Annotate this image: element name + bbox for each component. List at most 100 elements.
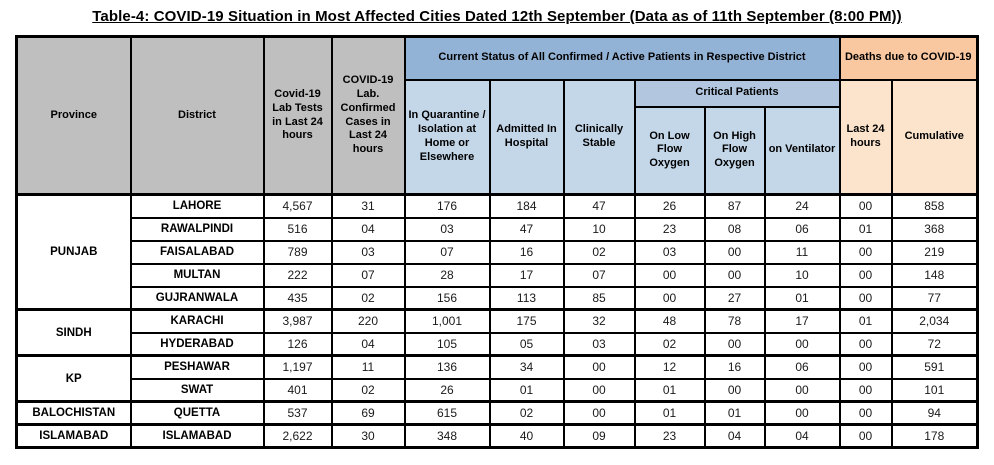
header-deaths: Deaths due to COVID-19: [838, 35, 979, 81]
data-cell: 02: [330, 377, 406, 403]
data-cell: 24: [763, 193, 841, 219]
data-cell: 06: [763, 216, 841, 242]
header-last-24-hours: Last 24 hours: [838, 78, 893, 196]
data-cell: 31: [330, 193, 406, 219]
data-cell: 10: [763, 262, 841, 288]
table-row-lahore: PUNJAB LAHORE 4,567 31 176 184 47 26 87 …: [15, 193, 979, 311]
data-cell: 01: [838, 216, 893, 242]
data-cell: 3,987: [262, 308, 333, 334]
data-cell: 00: [763, 377, 841, 403]
data-cell: 27: [703, 285, 766, 311]
table-row-hyderabad: HYDERABAD 126 04 105 05 03 02 00 00 00 7…: [17, 331, 979, 357]
data-cell: 00: [838, 285, 893, 311]
district-cell: GUJRANWALA: [129, 285, 265, 311]
table-row-quetta: BALOCHISTAN QUETTA 537 69 615 02 00 01 0…: [15, 400, 979, 426]
data-cell: 34: [488, 354, 565, 380]
table-row-faisalabad: FAISALABAD 789 03 07 16 02 03 00 11 00 2…: [17, 239, 979, 265]
data-cell: 05: [488, 331, 565, 357]
data-cell: 04: [703, 423, 766, 449]
data-cell: 1,001: [403, 308, 491, 334]
data-cell: 16: [488, 239, 565, 265]
data-cell: 00: [633, 285, 706, 311]
data-cell: 00: [838, 193, 893, 219]
data-cell: 126: [262, 331, 333, 357]
data-cell: 00: [703, 262, 766, 288]
data-cell: 32: [562, 308, 636, 334]
header-cumulative: Cumulative: [890, 78, 979, 196]
data-cell: 78: [703, 308, 766, 334]
district-cell: ISLAMABAD: [129, 423, 265, 449]
data-cell: 17: [763, 308, 841, 334]
data-cell: 01: [703, 400, 766, 426]
header-row-1: Province District Covid-19 Lab Tests in …: [15, 35, 979, 196]
province-cell: KP: [15, 354, 132, 403]
data-cell: 00: [703, 239, 766, 265]
data-cell: 00: [763, 400, 841, 426]
data-cell: 72: [890, 331, 979, 357]
header-row-3: On Low Flow Oxygen On High Flow Oxygen o…: [17, 105, 978, 196]
data-cell: 00: [763, 331, 841, 357]
table-row-rawalpindi: RAWALPINDI 516 04 03 47 10 23 08 06 01 3…: [17, 216, 979, 242]
table-row-multan: MULTAN 222 07 28 17 07 00 00 10 00 148: [17, 262, 979, 288]
data-cell: 03: [633, 239, 706, 265]
data-cell: 85: [562, 285, 636, 311]
data-cell: 435: [262, 285, 333, 311]
province-cell: ISLAMABAD: [15, 423, 132, 449]
data-cell: 02: [488, 400, 565, 426]
data-cell: 07: [330, 262, 406, 288]
data-cell: 01: [633, 400, 706, 426]
header-low-flow-oxygen: On Low Flow Oxygen: [633, 105, 706, 196]
data-cell: 12: [633, 354, 706, 380]
data-cell: 00: [633, 262, 706, 288]
data-cell: 00: [562, 354, 636, 380]
table-row-karachi: SINDH KARACHI 3,987 220 1,001 175 32 48 …: [15, 308, 979, 357]
data-cell: 136: [403, 354, 491, 380]
data-cell: 401: [262, 377, 333, 403]
data-cell: 01: [488, 377, 565, 403]
data-cell: 175: [488, 308, 565, 334]
data-cell: 03: [562, 331, 636, 357]
header-admitted: Admitted In Hospital: [488, 78, 565, 196]
data-cell: 176: [403, 193, 491, 219]
data-cell: 02: [562, 239, 636, 265]
header-clinically-stable: Clinically Stable: [562, 78, 636, 196]
data-cell: 01: [838, 308, 893, 334]
data-cell: 00: [703, 331, 766, 357]
data-cell: 591: [890, 354, 979, 380]
data-cell: 07: [403, 239, 491, 265]
district-cell: SWAT: [129, 377, 265, 403]
data-cell: 184: [488, 193, 565, 219]
data-cell: 03: [330, 239, 406, 265]
data-cell: 02: [633, 331, 706, 357]
page-title: Table-4: COVID-19 Situation in Most Affe…: [92, 8, 902, 25]
header-ventilator: on Ventilator: [763, 105, 841, 196]
data-cell: 00: [838, 423, 893, 449]
data-cell: 00: [838, 400, 893, 426]
district-cell: FAISALABAD: [129, 239, 265, 265]
data-cell: 2,622: [262, 423, 333, 449]
data-cell: 04: [330, 216, 406, 242]
data-cell: 02: [330, 285, 406, 311]
data-cell: 220: [330, 308, 406, 334]
data-cell: 23: [633, 423, 706, 449]
province-cell: SINDH: [15, 308, 132, 357]
data-cell: 08: [703, 216, 766, 242]
header-lab-confirmed: COVID-19 Lab. Confirmed Cases in Last 24…: [330, 35, 406, 196]
data-cell: 2,034: [890, 308, 979, 334]
data-cell: 47: [562, 193, 636, 219]
data-cell: 1,197: [262, 354, 333, 380]
data-cell: 00: [562, 377, 636, 403]
data-cell: 368: [890, 216, 979, 242]
header-district: District: [129, 35, 265, 196]
data-cell: 105: [403, 331, 491, 357]
data-cell: 16: [703, 354, 766, 380]
district-cell: HYDERABAD: [129, 331, 265, 357]
header-high-flow-oxygen: On High Flow Oxygen: [703, 105, 766, 196]
data-cell: 01: [763, 285, 841, 311]
data-cell: 48: [633, 308, 706, 334]
header-current-status: Current Status of All Confirmed / Active…: [403, 35, 841, 81]
data-cell: 77: [890, 285, 979, 311]
data-cell: 26: [403, 377, 491, 403]
data-cell: 178: [890, 423, 979, 449]
data-cell: 00: [838, 354, 893, 380]
